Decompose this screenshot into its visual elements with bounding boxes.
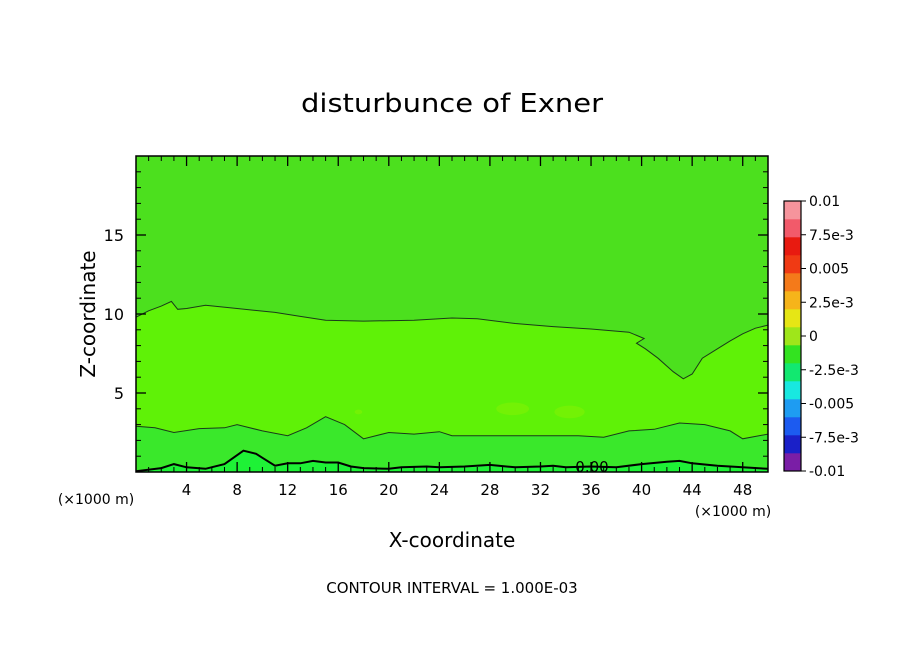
colorbar-segment	[784, 363, 801, 382]
x-tick-label: 12	[278, 481, 297, 499]
y-tick-label: 5	[114, 384, 124, 403]
y-axis: 5 10 15	[104, 171, 768, 457]
contour-blob	[554, 405, 585, 419]
colorbar-label: 2.5e-3	[809, 295, 854, 311]
contour-lower	[136, 416, 768, 440]
x-tick-label: 28	[480, 481, 499, 499]
x-tick-label: 24	[430, 481, 449, 499]
x-tick-label: 4	[182, 481, 192, 499]
colorbar-label: -2.5e-3	[809, 363, 859, 379]
x-unit-right: (×1000 m)	[695, 504, 771, 520]
x-tick-label: 20	[379, 481, 398, 499]
near-ground-fill	[136, 416, 768, 472]
colorbar-segment	[784, 201, 801, 220]
colorbar-segment	[784, 291, 801, 310]
middle-fill	[136, 301, 768, 472]
y-axis-label: Z-coordinate	[76, 250, 100, 377]
colorbar-segment	[784, 255, 801, 274]
x-axis: 4 8 12 16 20 24 28 32 36 40 44 48	[148, 156, 756, 499]
colorbar-segment	[784, 381, 801, 400]
x-tick-label: 16	[329, 481, 348, 499]
x-tick-label: 32	[531, 481, 550, 499]
x-tick-label: 40	[632, 481, 651, 499]
colorbar-segment	[784, 453, 801, 472]
colorbar: 0.01 7.5e-3 0.005 2.5e-3 0 -2.5e-3 -0.005 -7.5e…	[783, 194, 859, 480]
colorbar-label: 0.01	[809, 194, 840, 210]
colorbar-segment	[784, 399, 801, 418]
colorbar-segment	[784, 237, 801, 256]
contour-blob	[354, 409, 363, 415]
colorbar-segment	[784, 327, 801, 346]
blob-layer	[354, 402, 585, 419]
chart-title: disturbunce of Exner	[301, 89, 603, 119]
x-tick-label: 8	[232, 481, 242, 499]
plot-area	[136, 156, 768, 472]
x-tick-label: 44	[683, 481, 702, 499]
colorbar-label: 0	[809, 329, 818, 345]
ground-fill	[136, 450, 768, 472]
y-tick-label: 10	[104, 305, 124, 324]
colorbar-segment	[784, 219, 801, 238]
x-tick-label: 48	[733, 481, 752, 499]
contour-zero	[136, 449, 768, 472]
contour-upper	[136, 300, 768, 380]
colorbar-segment	[784, 417, 801, 436]
colorbar-label: -0.005	[809, 397, 854, 413]
colorbar-label: 0.005	[809, 262, 849, 278]
x-axis-label: X-coordinate	[389, 528, 516, 552]
colorbar-label: -7.5e-3	[809, 430, 859, 446]
x-unit-left: (×1000 m)	[58, 492, 134, 508]
contour-blob	[496, 402, 530, 416]
x-tick-label: 36	[581, 481, 600, 499]
y-tick-label: 15	[104, 226, 124, 245]
colorbar-segment	[784, 435, 801, 454]
contour-interval-footer: CONTOUR INTERVAL = 1.000E-03	[326, 579, 577, 597]
colorbar-segment	[784, 309, 801, 328]
colorbar-label: 7.5e-3	[809, 228, 854, 244]
colorbar-label: -0.01	[809, 464, 845, 480]
colorbar-segment	[784, 273, 801, 292]
colorbar-segment	[784, 345, 801, 364]
